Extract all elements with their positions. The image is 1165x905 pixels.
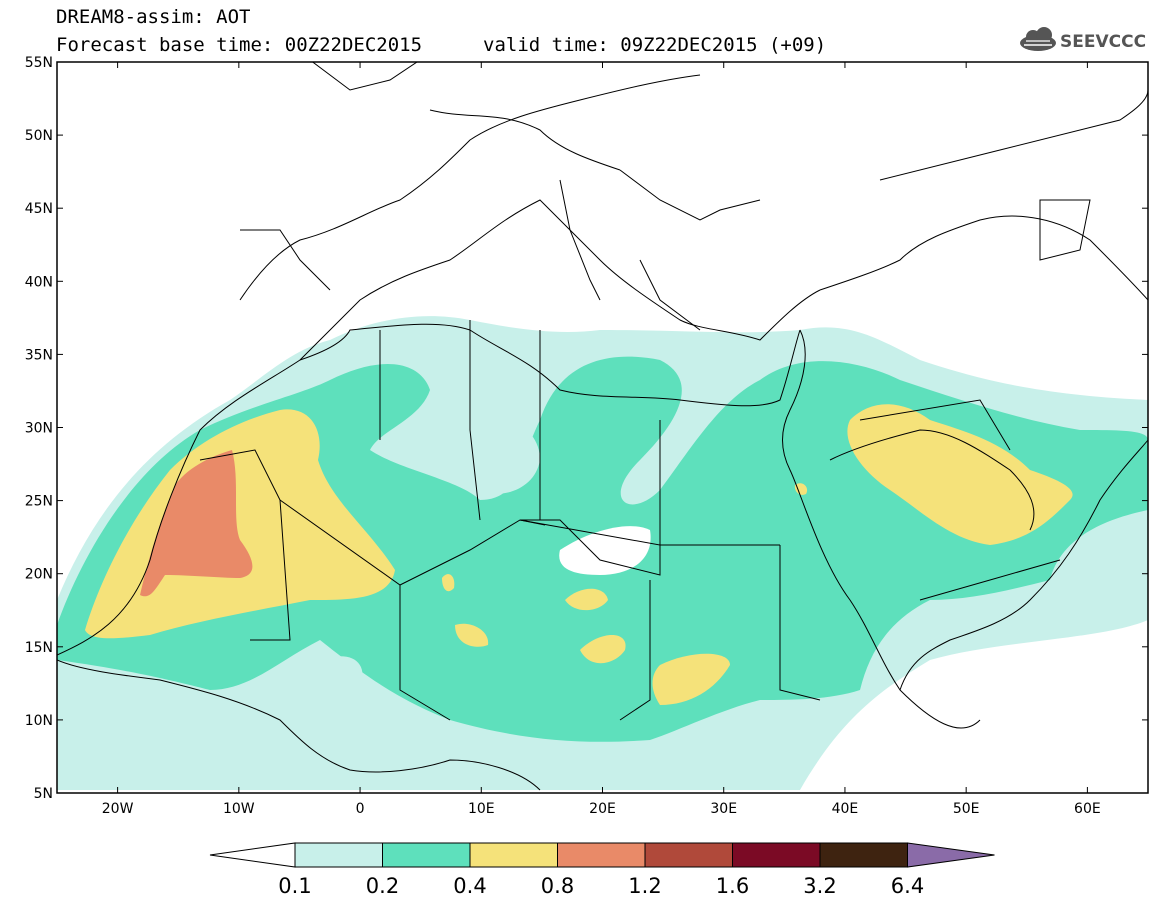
lat-label: 45N	[25, 201, 53, 217]
lon-label: 10E	[468, 801, 495, 817]
map-title: DREAM8-assim: AOT	[56, 6, 251, 28]
lat-label: 5N	[34, 786, 53, 802]
colorbar-segment	[382, 842, 471, 868]
aot-band-0.4-sudan	[652, 653, 730, 705]
lat-label: 25N	[25, 494, 53, 510]
lat-label: 55N	[25, 55, 53, 71]
aot-band-0.4-sinai	[794, 483, 808, 495]
lon-label: 20E	[589, 801, 616, 817]
lat-label: 35N	[25, 347, 53, 363]
colorbar-segment	[294, 842, 383, 868]
aot-band-0.8-mauritania	[140, 450, 253, 597]
lon-label: 30E	[710, 801, 737, 817]
logo-text: SEEVCCC	[1060, 32, 1146, 52]
lon-label: 60E	[1074, 801, 1101, 817]
colorbar-label: 0.1	[278, 874, 311, 898]
aot-band-0.4-niger	[565, 588, 608, 611]
colorbar-label: 3.2	[803, 874, 836, 898]
colorbar-segment	[819, 842, 908, 868]
aot-band-0.4-chad	[580, 635, 626, 664]
colorbar: 0.1 0.2 0.4 0.8 1.2 1.6 3.2 6.4	[209, 842, 995, 898]
colorbar-segment	[732, 842, 821, 868]
aot-band-0.4-sahara-west	[85, 409, 395, 639]
lon-label: 40E	[832, 801, 859, 817]
lat-label: 10N	[25, 713, 53, 729]
aot-fields	[57, 316, 1148, 790]
aot-band-0.4-arabia	[847, 404, 1073, 545]
colorbar-label: 0.4	[453, 874, 486, 898]
colorbar-label: 1.6	[716, 874, 749, 898]
colorbar-over-arrow	[907, 842, 995, 868]
colorbar-segment	[557, 842, 646, 868]
colorbar-label: 6.4	[891, 874, 924, 898]
lat-label: 40N	[25, 274, 53, 290]
latitude-axis: 55N 50N 45N 40N 35N 30N 25N 20N 15N 10N 5N	[25, 55, 1148, 802]
lon-label: 50E	[953, 801, 980, 817]
colorbar-segment	[469, 842, 558, 868]
colorbar-label: 1.2	[628, 874, 661, 898]
aot-band-0.4-algeria	[442, 574, 455, 592]
aot-band-0.4-mali	[455, 623, 489, 647]
colorbar-segment	[644, 842, 733, 868]
aot-gap-egypt	[559, 526, 651, 575]
cloud-icon	[1020, 27, 1056, 51]
colorbar-under-arrow	[209, 842, 296, 868]
lon-label: 10W	[223, 801, 255, 817]
seevccc-logo: SEEVCCC	[1020, 27, 1146, 52]
aot-gap-lakechad	[319, 656, 363, 698]
lat-label: 15N	[25, 640, 53, 656]
colorbar-label: 0.2	[366, 874, 399, 898]
valid-time: valid time: 09Z22DEC2015 (+09)	[483, 34, 827, 56]
lat-label: 20N	[25, 567, 53, 583]
aot-gap-libya	[464, 417, 540, 494]
lat-label: 50N	[25, 128, 53, 144]
lat-label: 30N	[25, 421, 53, 437]
colorbar-label: 0.8	[541, 874, 574, 898]
forecast-base-time: Forecast base time: 00Z22DEC2015	[56, 34, 423, 56]
lon-label: 20W	[102, 801, 134, 817]
coastlines	[57, 62, 1148, 791]
lon-label: 0	[356, 801, 365, 817]
longitude-axis: 20W 10W 0 10E 20E 30E 40E 50E 60E	[102, 62, 1101, 817]
